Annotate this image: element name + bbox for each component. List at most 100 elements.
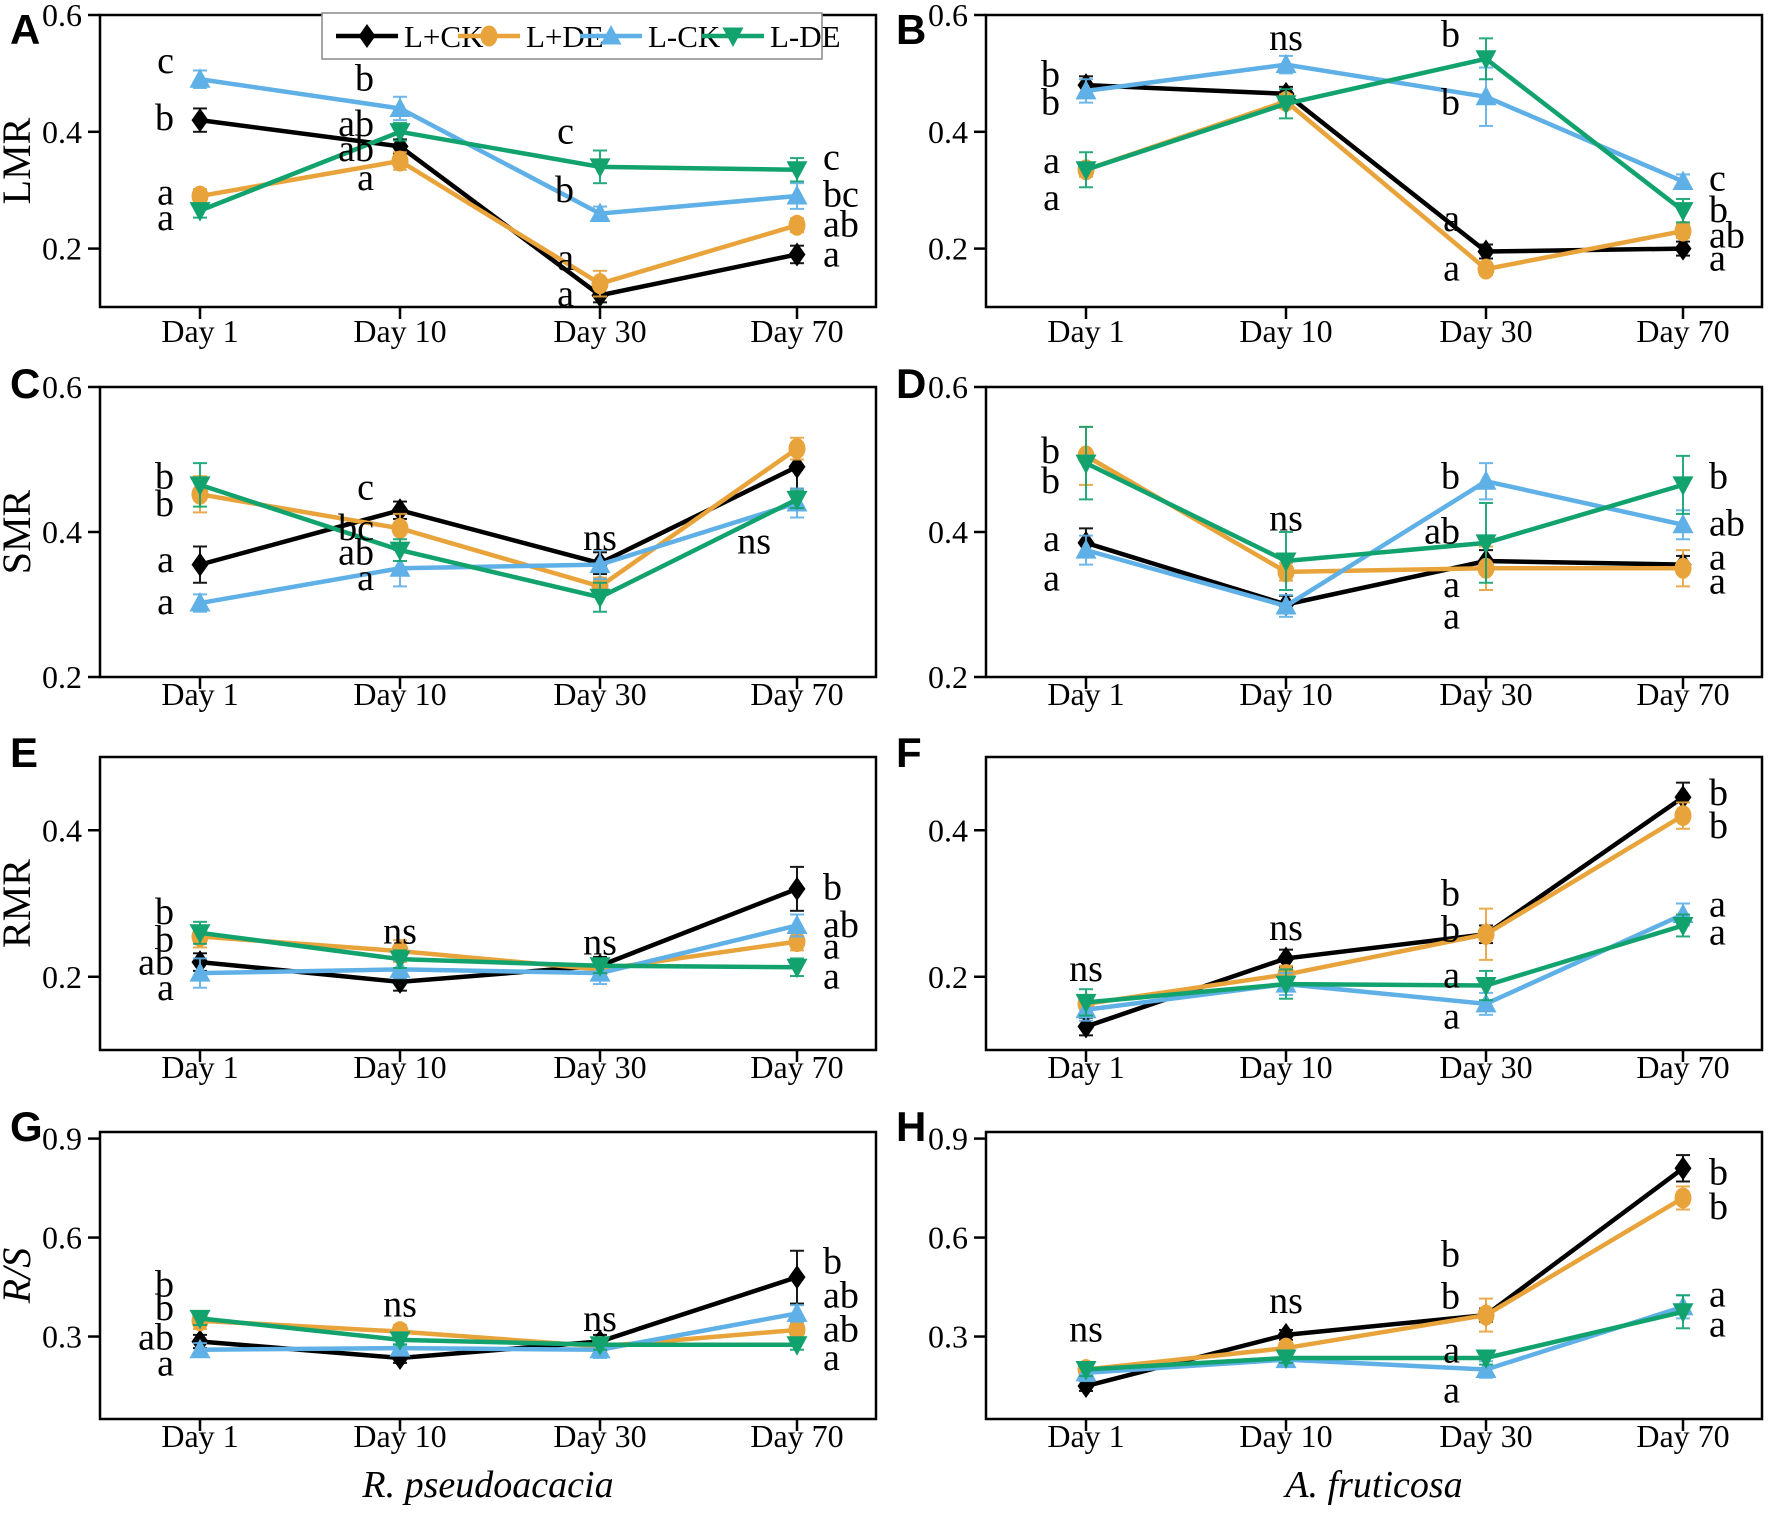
sig-letter-label: a	[357, 557, 374, 599]
diamond-marker	[191, 552, 209, 577]
sig-letter-label: ab	[1709, 215, 1745, 257]
sig-letter-label: ab	[1424, 511, 1460, 553]
sig-letter-label: b	[1441, 455, 1460, 497]
circle-marker	[1674, 805, 1692, 827]
ns-label: ns	[1269, 1280, 1303, 1322]
sig-letter-label: a	[1709, 237, 1726, 279]
legend-item-L-DE: L-DE	[702, 19, 841, 54]
x-tick-label: Day 70	[750, 1418, 843, 1454]
sig-letter-label: b	[155, 455, 174, 497]
y-tick-label: 0.6	[928, 369, 968, 405]
series-L-CK	[1075, 462, 1694, 618]
sig-letter-label: a	[823, 233, 840, 275]
series-L+CK	[191, 1249, 806, 1370]
series-line	[199, 923, 798, 976]
series-L-CK	[189, 68, 808, 223]
x-tick-label: Day 30	[1439, 676, 1532, 712]
sig-letter-label: ab	[823, 904, 859, 946]
triangle-up-marker	[1075, 79, 1097, 100]
circle-marker	[391, 517, 409, 539]
sig-letter-label: a	[1043, 140, 1060, 182]
sig-letter-label: b	[823, 1241, 842, 1283]
x-tick-label: Day 1	[1047, 1049, 1124, 1085]
series-L-DE	[1075, 1294, 1694, 1381]
species-label: R. pseudoacacia	[361, 1464, 613, 1506]
sig-letter-label: bc	[338, 507, 374, 549]
circle-marker	[1477, 258, 1495, 280]
series-L+CK	[191, 107, 806, 308]
ns-label: ns	[1269, 17, 1303, 59]
sig-letter-label: a	[557, 273, 574, 315]
legend-item-L+CK: L+CK	[336, 19, 484, 54]
x-tick-label: Day 30	[553, 1049, 646, 1085]
triangle-up-marker	[786, 1302, 808, 1322]
circle-marker	[191, 185, 209, 207]
x-tick-label: Day 70	[750, 313, 843, 349]
series-line	[1085, 540, 1684, 607]
plot-border	[98, 755, 878, 1052]
y-tick-label: 0.6	[928, 1220, 968, 1256]
series-line	[199, 129, 798, 213]
y-axis-title: SMR	[0, 489, 39, 574]
sig-letter-label: a	[1443, 955, 1460, 997]
series-line	[1085, 912, 1684, 1012]
sig-letter-label: a	[157, 967, 174, 1009]
series-L+DE	[191, 150, 806, 298]
sig-letter-label: b	[1709, 772, 1728, 814]
legend-triangle-down-icon	[722, 27, 744, 47]
sig-letter-label: b	[155, 1264, 174, 1306]
triangle-down-marker	[1475, 50, 1497, 70]
series-line	[199, 500, 798, 606]
sig-letter-label: a	[1709, 1303, 1726, 1345]
panel-letter: A	[10, 6, 40, 53]
sig-letter-label: a	[1043, 177, 1060, 219]
series-line	[1085, 923, 1684, 1005]
triangle-down-marker	[589, 1336, 611, 1356]
diamond-marker	[1277, 946, 1295, 971]
panel-G-svg: G R/S0.3 0.6 0.9 Day 1 Day 10 Day 30 Day 70 R. p…	[0, 1103, 878, 1506]
plot-border	[984, 755, 1764, 1052]
sig-letter-label: c	[823, 136, 840, 178]
triangle-down-marker	[1075, 1361, 1097, 1381]
legend-circle-icon	[480, 25, 498, 47]
ns-label: ns	[1269, 907, 1303, 949]
series-L-DE	[1075, 37, 1694, 224]
sig-letter-label: a	[557, 237, 574, 279]
series-line	[199, 446, 799, 589]
y-tick-label: 0.6	[928, 0, 968, 33]
triangle-up-marker	[1672, 170, 1694, 190]
triangle-up-marker	[1275, 594, 1297, 615]
triangle-down-marker	[389, 950, 411, 971]
triangle-down-marker	[1672, 202, 1694, 222]
circle-marker	[788, 438, 806, 460]
triangle-down-marker	[589, 158, 611, 178]
sig-letter-label: a	[1443, 247, 1460, 289]
x-tick-label: Day 1	[161, 1049, 238, 1085]
circle-marker	[788, 214, 806, 236]
x-tick-label: Day 30	[553, 1418, 646, 1454]
x-tick-label: Day 70	[750, 1049, 843, 1085]
sig-letter-label: c	[357, 466, 374, 508]
ns-label: ns	[583, 1298, 617, 1340]
panel-letter: C	[10, 360, 40, 407]
x-tick-label: Day 1	[161, 676, 238, 712]
sig-letter-label: b	[1041, 81, 1060, 123]
ns-label: ns	[1069, 948, 1103, 990]
x-tick-label: Day 10	[353, 1049, 446, 1085]
x-tick-label: Day 70	[750, 676, 843, 712]
series-line	[1085, 813, 1685, 1007]
triangle-down-marker	[1275, 552, 1297, 572]
triangle-up-marker	[589, 553, 611, 574]
series-L+CK	[191, 865, 806, 994]
species-label: A. fruticosa	[1282, 1464, 1462, 1506]
sig-letter-label: ab	[338, 532, 374, 574]
diamond-marker	[1674, 236, 1692, 261]
series-line	[1085, 56, 1685, 213]
sig-letter-label: a	[157, 171, 174, 213]
y-tick-label: 0.6	[42, 0, 82, 33]
sig-letter-label: a	[1709, 884, 1726, 926]
triangle-down-marker	[189, 476, 211, 496]
series-L-DE	[189, 462, 808, 613]
ns-label: ns	[383, 911, 417, 953]
